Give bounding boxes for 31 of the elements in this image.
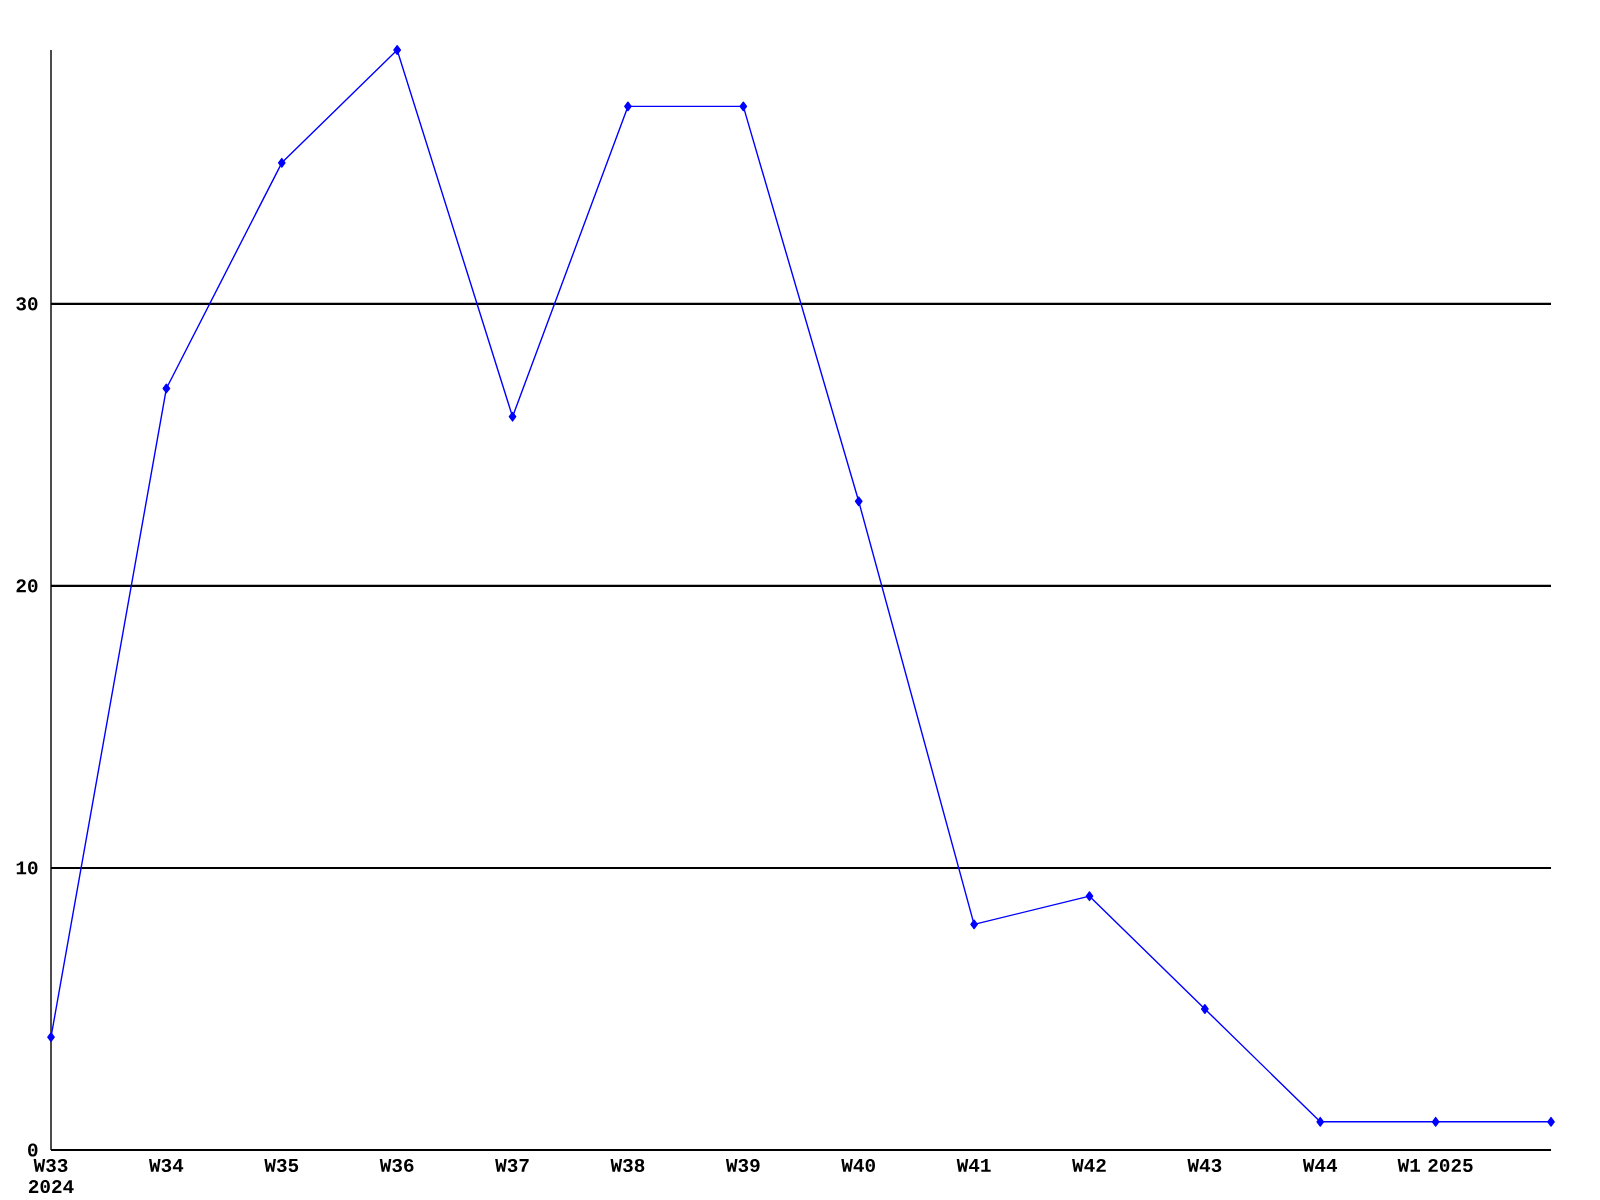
point: [1431, 1116, 1440, 1127]
x-tick-label: W34: [148, 1158, 184, 1173]
point: [1316, 1116, 1325, 1127]
x-tick-label: W42: [1072, 1158, 1106, 1172]
point: [277, 157, 286, 168]
point: [624, 101, 632, 112]
x-tick-label: W41: [956, 1158, 991, 1172]
x-tick-label: W36: [379, 1158, 414, 1173]
point: [1085, 891, 1094, 902]
point: [1200, 1004, 1209, 1014]
point: [970, 919, 978, 930]
x-tick-label: W43: [1187, 1158, 1222, 1173]
point: [162, 383, 171, 394]
x-tick-label: W38: [610, 1158, 645, 1173]
point: [739, 101, 748, 112]
x-tick-label: W39: [725, 1158, 760, 1173]
point: [1547, 1116, 1555, 1127]
point: [393, 45, 402, 55]
y-tick-label: 0: [28, 1143, 38, 1157]
x-tick-label: W33 2024: [28, 1158, 74, 1194]
x-tick-label: W35: [264, 1158, 299, 1173]
y-tick-label: 30: [16, 297, 38, 311]
y-tick-label: 20: [16, 579, 38, 593]
point: [47, 1032, 55, 1043]
x-tick-label: W37: [495, 1158, 529, 1173]
x-tick-label: W1 2025: [1397, 1158, 1473, 1173]
x-tick-label: W40: [841, 1158, 875, 1173]
point: [854, 496, 863, 507]
x-tick-label: W44: [1302, 1158, 1338, 1172]
point: [508, 411, 517, 422]
y-tick-label: 10: [16, 861, 38, 875]
